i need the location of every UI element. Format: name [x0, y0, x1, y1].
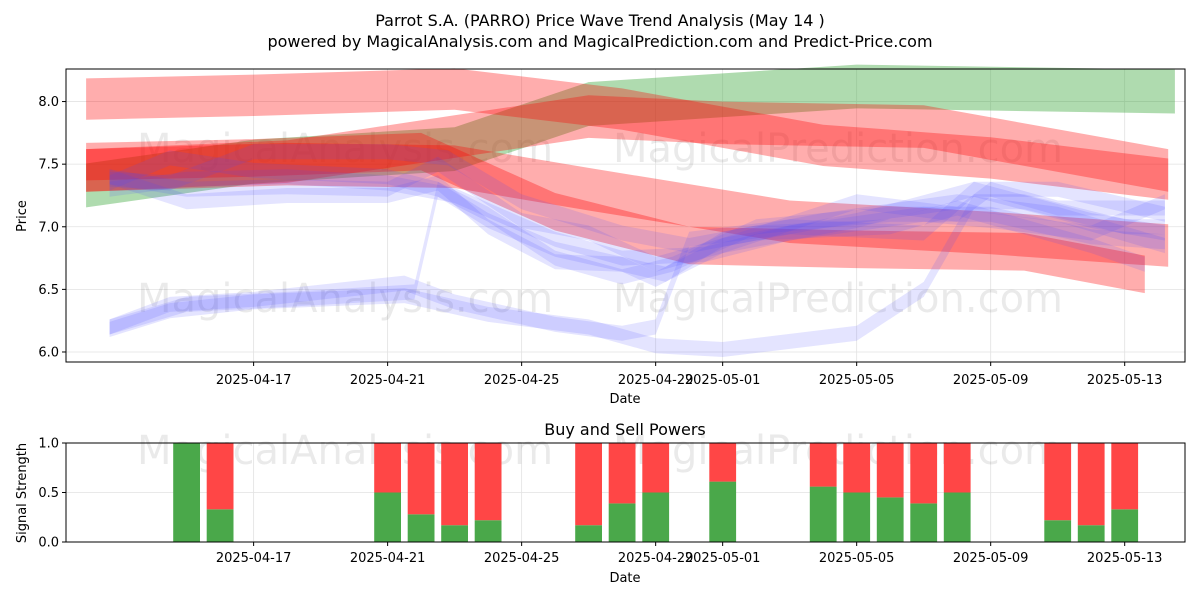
watermark-prediction-mid: MagicalPrediction.com — [613, 276, 1063, 322]
sell-bar-5 — [474, 443, 502, 521]
price-band-2 — [86, 142, 1169, 267]
sell-bar-2 — [374, 443, 401, 493]
signal-panel: Buy and Sell Powers MagicalAnalysis.com … — [15, 420, 1186, 586]
price-gridlines — [66, 69, 1185, 362]
price-band-12 — [109, 169, 1165, 266]
signal-ytick-label-2: 1.0 — [38, 437, 59, 452]
price-xtick-label-4: 2025-05-01 — [685, 373, 761, 388]
price-band-4 — [86, 95, 1169, 192]
price-band-0 — [86, 64, 1175, 208]
price-ytick-label-4: 8.0 — [38, 95, 59, 110]
signal-x-ticks: 2025-04-17 2025-04-21 2025-04-25 2025-04-29… — [216, 542, 1163, 566]
price-band-3 — [86, 132, 1145, 294]
price-bands — [86, 64, 1175, 357]
sell-bar-16 — [1077, 443, 1105, 526]
sell-bar-9 — [709, 443, 737, 482]
buy-bar-3 — [407, 514, 435, 542]
price-xtick-label-7: 2025-05-13 — [1087, 373, 1163, 388]
price-band-10 — [109, 169, 1165, 282]
sell-bar-10 — [809, 443, 837, 487]
sell-bar-15 — [1044, 443, 1072, 521]
buy-bar-7 — [608, 503, 636, 542]
price-band-1 — [86, 68, 1169, 200]
chart-title: Parrot S.A. (PARRO) Price Wave Trend Ana… — [375, 11, 825, 30]
price-panel-frame — [65, 68, 1186, 363]
sell-bar-1 — [206, 443, 234, 510]
signal-xtick-label-2: 2025-04-25 — [484, 551, 560, 566]
price-ytick-label-0: 6.0 — [38, 345, 59, 360]
sell-bar-7 — [608, 443, 636, 504]
signal-bars — [173, 443, 1139, 542]
buy-bar-1 — [206, 509, 234, 542]
watermark-analysis-mid: MagicalAnalysis.com — [137, 276, 553, 322]
price-panel: MagicalAnalysis.com MagicalPrediction.co… — [15, 64, 1186, 407]
buy-bar-13 — [910, 503, 938, 542]
signal-y-axis-label: Signal Strength — [15, 443, 30, 543]
buy-bar-12 — [876, 497, 904, 542]
buy-bar-9 — [709, 481, 737, 542]
price-x-ticks: 2025-04-17 2025-04-21 2025-04-25 2025-04-29… — [216, 362, 1163, 388]
price-xtick-label-3: 2025-04-29 — [618, 373, 694, 388]
price-x-axis-label: Date — [609, 392, 640, 407]
buy-bar-16 — [1077, 525, 1105, 542]
signal-xtick-label-0: 2025-04-17 — [216, 551, 292, 566]
price-band-5 — [109, 194, 1165, 357]
sell-bar-14 — [943, 443, 971, 493]
signal-ytick-label-1: 0.5 — [38, 486, 59, 501]
buy-bar-4 — [441, 525, 468, 542]
sell-bar-6 — [575, 443, 602, 526]
watermark-prediction-top: MagicalPrediction.com — [613, 126, 1063, 172]
signal-xtick-label-6: 2025-05-09 — [953, 551, 1029, 566]
buy-bar-2 — [374, 492, 401, 542]
buy-bar-11 — [843, 492, 871, 542]
signal-y-ticks: 0.0 0.5 1.0 — [38, 437, 66, 551]
signal-xtick-label-7: 2025-05-13 — [1087, 551, 1163, 566]
watermark-prediction-bottom: MagicalPrediction.com — [613, 428, 1063, 474]
signal-xtick-label-4: 2025-05-01 — [685, 551, 761, 566]
watermark-analysis-top: MagicalAnalysis.com — [137, 126, 553, 172]
buy-bar-15 — [1044, 520, 1072, 542]
price-y-ticks: 6.0 6.5 7.0 7.5 8.0 — [38, 95, 66, 360]
buy-bar-17 — [1111, 509, 1139, 542]
signal-ytick-label-0: 0.0 — [38, 536, 59, 551]
price-band-7 — [109, 181, 1165, 335]
signal-x-axis-label: Date — [609, 571, 640, 586]
buy-bar-14 — [943, 492, 971, 542]
sell-bar-4 — [441, 443, 468, 526]
price-ytick-label-3: 7.5 — [38, 158, 59, 173]
buy-bar-8 — [642, 492, 670, 542]
sell-bar-3 — [407, 443, 435, 515]
buy-bar-5 — [474, 520, 502, 542]
price-ytick-label-2: 7.0 — [38, 220, 59, 235]
chart-subtitle: powered by MagicalAnalysis.com and Magic… — [267, 32, 932, 51]
sell-bar-12 — [876, 443, 904, 498]
price-xtick-label-0: 2025-04-17 — [216, 373, 292, 388]
signal-panel-title: Buy and Sell Powers — [544, 420, 706, 439]
price-y-axis-label: Price — [15, 200, 30, 232]
sell-bar-11 — [843, 443, 871, 493]
buy-bar-10 — [809, 486, 837, 542]
price-panel-frame-bg — [66, 69, 1185, 362]
signal-xtick-label-3: 2025-04-29 — [618, 551, 694, 566]
signal-xtick-label-5: 2025-05-05 — [819, 551, 895, 566]
sell-bar-17 — [1111, 443, 1139, 510]
price-band-8 — [109, 150, 1165, 287]
price-band-9 — [109, 156, 1165, 272]
sell-bar-8 — [642, 443, 670, 493]
price-ytick-label-1: 6.5 — [38, 283, 59, 298]
price-xtick-label-5: 2025-05-05 — [819, 373, 895, 388]
buy-bar-0 — [173, 443, 200, 542]
buy-bar-6 — [575, 525, 602, 542]
price-band-11 — [109, 144, 1145, 272]
price-xtick-label-6: 2025-05-09 — [953, 373, 1029, 388]
sell-bar-13 — [910, 443, 938, 504]
signal-xtick-label-1: 2025-04-21 — [350, 551, 426, 566]
price-xtick-label-1: 2025-04-21 — [350, 373, 426, 388]
price-xtick-label-2: 2025-04-25 — [484, 373, 560, 388]
